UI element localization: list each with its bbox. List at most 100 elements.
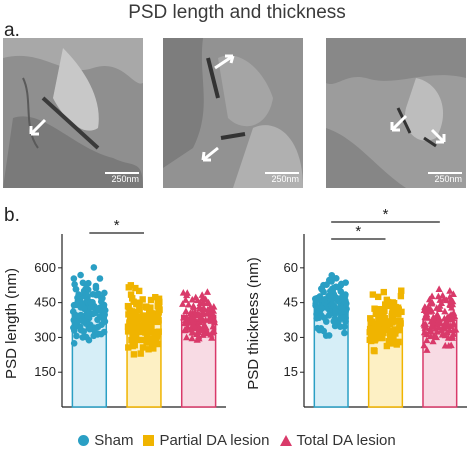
data-point bbox=[327, 292, 334, 300]
data-point bbox=[184, 300, 193, 308]
data-point bbox=[70, 339, 78, 347]
legend: Sham Partial DA lesion Total DA lesion bbox=[0, 432, 474, 449]
data-point bbox=[183, 318, 191, 326]
data-point bbox=[421, 313, 429, 320]
data-point bbox=[337, 315, 345, 322]
data-point bbox=[209, 311, 217, 319]
data-point bbox=[428, 322, 436, 330]
em-image-sham: 250nm bbox=[3, 38, 143, 188]
data-point bbox=[147, 296, 155, 304]
data-point bbox=[325, 312, 333, 319]
data-point bbox=[385, 320, 392, 328]
data-point bbox=[423, 330, 431, 338]
data-point bbox=[374, 293, 382, 301]
data-point bbox=[192, 324, 200, 332]
data-point bbox=[203, 299, 211, 307]
data-point bbox=[380, 323, 387, 331]
triangle-marker-icon bbox=[279, 435, 292, 446]
y-tick-label: 150 bbox=[34, 364, 56, 379]
data-point bbox=[127, 291, 135, 298]
legend-item-partial: Partial DA lesion bbox=[143, 432, 270, 449]
data-point bbox=[342, 279, 349, 286]
data-point bbox=[331, 315, 339, 322]
data-point bbox=[389, 339, 397, 346]
data-point bbox=[316, 293, 324, 300]
data-point bbox=[421, 303, 429, 310]
data-point bbox=[207, 331, 215, 338]
data-point bbox=[435, 285, 443, 293]
data-point bbox=[372, 332, 379, 340]
data-point bbox=[320, 288, 327, 296]
y-tick-label: 600 bbox=[34, 260, 56, 275]
figure-title: PSD length and thickness bbox=[128, 2, 346, 23]
data-point bbox=[145, 309, 153, 316]
data-point bbox=[155, 328, 162, 335]
data-point bbox=[371, 337, 378, 344]
data-point bbox=[203, 288, 212, 295]
data-point bbox=[96, 275, 104, 282]
data-point bbox=[129, 295, 136, 302]
data-point bbox=[446, 287, 454, 294]
data-point bbox=[427, 332, 435, 340]
data-point bbox=[128, 336, 135, 344]
y-axis-label: PSD length (nm) bbox=[3, 268, 20, 379]
data-point bbox=[437, 299, 446, 307]
data-point bbox=[445, 322, 453, 329]
data-point bbox=[379, 319, 386, 326]
data-point bbox=[198, 291, 206, 298]
data-point bbox=[70, 275, 78, 282]
data-point bbox=[147, 324, 155, 332]
data-point bbox=[124, 323, 132, 330]
data-point bbox=[182, 296, 190, 303]
data-point bbox=[420, 321, 428, 329]
data-point bbox=[83, 281, 90, 289]
data-point bbox=[398, 287, 405, 294]
data-point bbox=[376, 314, 384, 321]
data-point bbox=[381, 315, 388, 322]
data-point bbox=[135, 313, 143, 320]
data-point bbox=[145, 328, 153, 335]
data-point bbox=[396, 324, 403, 332]
data-point bbox=[383, 296, 390, 304]
data-point bbox=[155, 309, 162, 316]
data-point bbox=[379, 327, 387, 335]
data-point bbox=[420, 341, 428, 349]
data-point bbox=[397, 292, 405, 300]
data-point bbox=[140, 321, 147, 329]
data-point bbox=[179, 300, 187, 307]
data-point bbox=[371, 347, 378, 355]
data-point bbox=[385, 337, 393, 345]
data-point bbox=[125, 284, 132, 291]
data-point bbox=[383, 342, 391, 350]
data-point bbox=[84, 313, 91, 320]
data-point bbox=[132, 308, 139, 316]
data-point bbox=[441, 307, 449, 315]
data-point bbox=[125, 344, 132, 351]
data-point bbox=[197, 299, 205, 307]
y-tick-label: 60 bbox=[284, 260, 298, 275]
data-point bbox=[145, 314, 152, 321]
data-point bbox=[338, 304, 346, 312]
legend-item-total: Total DA lesion bbox=[279, 432, 396, 449]
data-point bbox=[440, 295, 448, 302]
data-point bbox=[71, 281, 78, 288]
legend-item-sham: Sham bbox=[78, 432, 133, 449]
data-point bbox=[135, 287, 143, 295]
data-point bbox=[183, 289, 191, 296]
data-point bbox=[438, 331, 446, 338]
data-point bbox=[156, 298, 163, 306]
data-point bbox=[321, 295, 329, 303]
y-tick-label: 45 bbox=[284, 295, 298, 310]
data-point bbox=[381, 307, 388, 315]
data-point bbox=[182, 325, 190, 333]
data-point bbox=[101, 311, 108, 319]
data-point bbox=[194, 309, 202, 317]
data-point bbox=[90, 264, 98, 271]
data-point bbox=[193, 296, 202, 304]
data-point bbox=[130, 325, 138, 333]
data-point bbox=[393, 341, 400, 348]
data-point bbox=[423, 336, 431, 344]
data-point bbox=[367, 315, 374, 322]
data-point bbox=[366, 336, 373, 343]
data-point bbox=[151, 332, 158, 339]
